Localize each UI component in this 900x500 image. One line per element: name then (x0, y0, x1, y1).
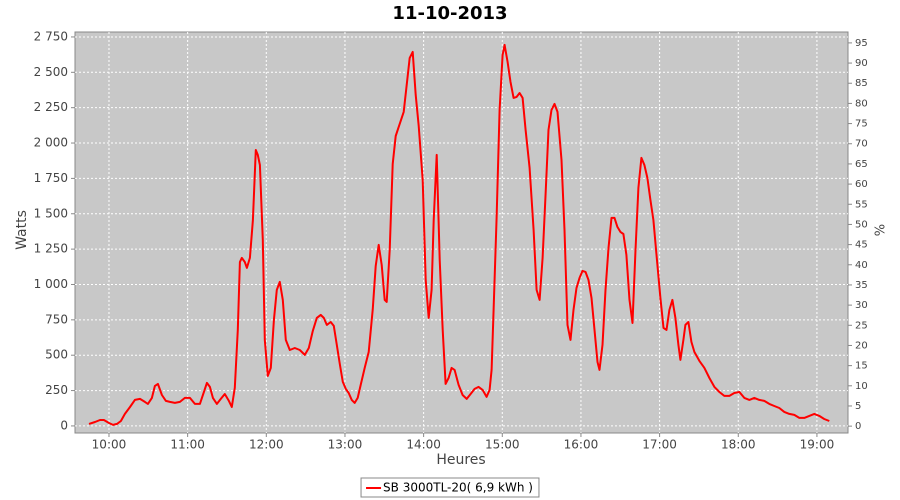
x-tick-label: 11:00 (170, 438, 205, 452)
x-tick-label: 13:00 (328, 438, 363, 452)
x-tick-label: 16:00 (564, 438, 599, 452)
y2-tick-label: 70 (855, 139, 868, 150)
y2-tick-label: 60 (855, 179, 868, 190)
y-tick-label: 1 000 (34, 277, 68, 291)
y2-tick-label: 30 (855, 300, 868, 311)
y2-tick-label: 65 (855, 159, 868, 170)
y2-tick-label: 5 (855, 401, 861, 412)
y-tick-label: 750 (45, 312, 68, 326)
y-tick-label: 2 000 (34, 136, 68, 150)
x-tick-label: 19:00 (800, 438, 835, 452)
y2-tick-label: 25 (855, 320, 868, 331)
y2-tick-label: 75 (855, 119, 868, 130)
x-tick-label: 17:00 (642, 438, 677, 452)
x-tick-label: 18:00 (721, 438, 756, 452)
y2-tick-label: 0 (855, 421, 861, 432)
legend: SB 3000TL-20( 6,9 kWh ) (360, 477, 540, 498)
y-tick-label: 2 750 (34, 29, 68, 43)
chart-title: 11-10-2013 (392, 3, 507, 24)
x-axis-label: Heures (436, 452, 485, 468)
y2-tick-label: 55 (855, 199, 868, 210)
y-tick-label: 1 500 (34, 206, 68, 220)
y-tick-label: 250 (45, 383, 68, 397)
y2-tick-label: 40 (855, 260, 868, 271)
plot-background (74, 31, 849, 434)
x-tick-label: 15:00 (485, 438, 520, 452)
y2-tick-label: 90 (855, 58, 868, 69)
x-tick-label: 12:00 (249, 438, 284, 452)
y-tick-label: 2 500 (34, 65, 68, 79)
y-tick-label: 500 (45, 348, 68, 362)
y2-tick-label: 10 (855, 381, 868, 392)
y-axis-label: Watts (14, 210, 30, 250)
y2-tick-label: 15 (855, 361, 868, 372)
y-tick-label: 0 (60, 418, 68, 432)
y-tick-label: 2 250 (34, 100, 68, 114)
y2-tick-label: 85 (855, 78, 868, 89)
y2-tick-label: 35 (855, 280, 868, 291)
legend-box (360, 477, 540, 498)
y-tick-label: 1 250 (34, 242, 68, 256)
y2-tick-label: 80 (855, 98, 868, 109)
y2-tick-label: 45 (855, 240, 868, 251)
y2-tick-label: 50 (855, 219, 868, 230)
y2-axis-label: % (874, 224, 889, 236)
y2-tick-label: 20 (855, 340, 868, 351)
y-tick-label: 1 750 (34, 171, 68, 185)
x-tick-label: 10:00 (92, 438, 127, 452)
data-line (88, 43, 830, 426)
legend-label: SB 3000TL-20( 6,9 kWh ) (383, 481, 533, 495)
y2-tick-label: 95 (855, 38, 868, 49)
x-tick-label: 14:00 (406, 438, 441, 452)
